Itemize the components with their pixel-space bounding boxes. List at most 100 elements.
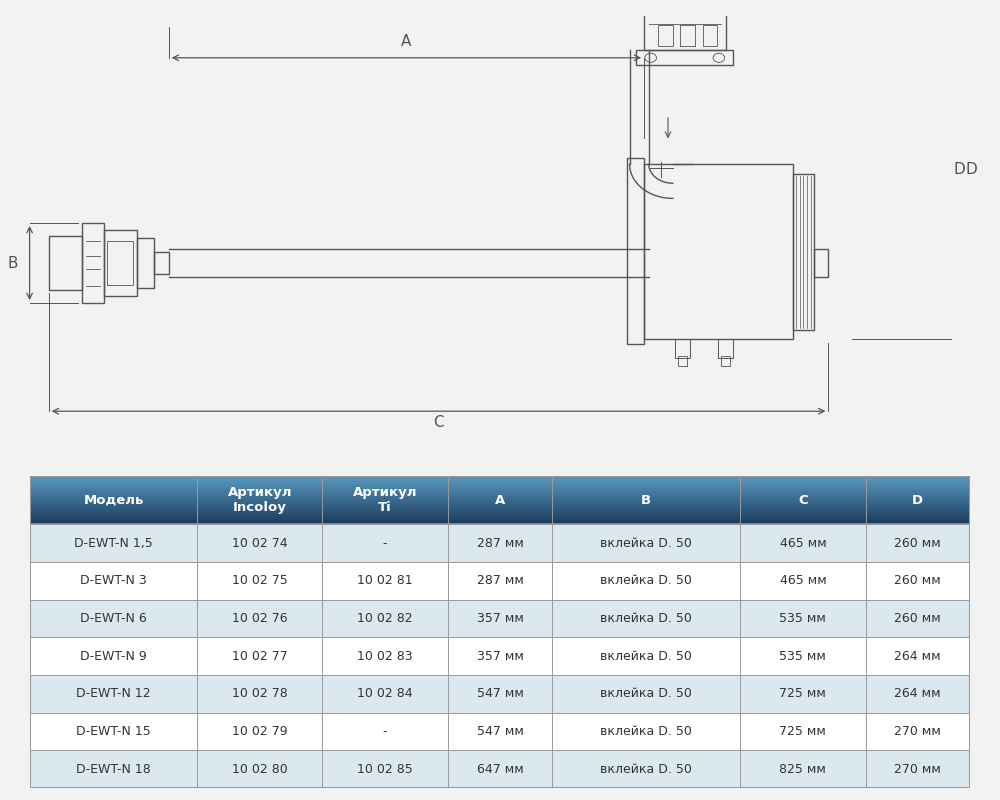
Text: 287 мм: 287 мм xyxy=(477,574,523,587)
Bar xyxy=(30,483,970,485)
Bar xyxy=(30,600,197,638)
Text: D: D xyxy=(912,494,923,506)
Bar xyxy=(30,507,970,509)
Text: A: A xyxy=(495,494,505,506)
Text: Артикул
Ti: Артикул Ti xyxy=(353,486,417,514)
Bar xyxy=(30,512,970,514)
Bar xyxy=(30,516,970,518)
Bar xyxy=(448,750,552,788)
Bar xyxy=(30,478,970,480)
Text: B: B xyxy=(8,255,18,270)
Bar xyxy=(197,675,322,713)
Bar xyxy=(30,488,970,490)
Bar xyxy=(30,505,970,507)
Bar xyxy=(30,518,970,521)
Bar xyxy=(322,524,448,562)
Bar xyxy=(793,174,814,330)
Text: 465 мм: 465 мм xyxy=(780,574,826,587)
Bar xyxy=(30,502,970,504)
Text: 264 мм: 264 мм xyxy=(894,650,941,662)
Text: 547 мм: 547 мм xyxy=(477,687,523,700)
Bar xyxy=(30,490,970,491)
Bar xyxy=(30,498,970,500)
Bar xyxy=(552,524,740,562)
Bar xyxy=(30,498,970,499)
Bar xyxy=(30,500,970,502)
Bar xyxy=(30,477,970,479)
Text: 535 мм: 535 мм xyxy=(779,650,826,662)
Bar xyxy=(322,713,448,750)
Bar xyxy=(680,25,695,46)
Bar xyxy=(552,600,740,638)
Bar xyxy=(740,562,866,600)
Bar xyxy=(30,511,970,513)
Bar xyxy=(448,638,552,675)
Bar xyxy=(322,638,448,675)
Bar xyxy=(448,600,552,638)
Bar xyxy=(678,357,687,366)
Text: D-EWT-N 3: D-EWT-N 3 xyxy=(80,574,147,587)
Bar xyxy=(30,504,970,506)
Bar xyxy=(154,251,169,274)
Text: 465 мм: 465 мм xyxy=(780,537,826,550)
Bar xyxy=(552,562,740,600)
Text: D: D xyxy=(954,162,966,178)
Bar xyxy=(740,638,866,675)
Bar xyxy=(866,524,970,562)
Text: вклейка D. 50: вклейка D. 50 xyxy=(600,725,692,738)
Bar xyxy=(552,675,740,713)
Text: вклейка D. 50: вклейка D. 50 xyxy=(600,650,692,662)
Bar xyxy=(740,524,866,562)
Bar xyxy=(30,482,970,484)
Bar xyxy=(30,496,970,498)
Bar xyxy=(740,675,866,713)
Bar xyxy=(104,230,137,297)
Bar xyxy=(197,562,322,600)
Text: 10 02 76: 10 02 76 xyxy=(232,612,288,625)
Text: 10 02 74: 10 02 74 xyxy=(232,537,288,550)
Bar xyxy=(322,675,448,713)
Text: 10 02 78: 10 02 78 xyxy=(232,687,288,700)
Bar xyxy=(30,519,970,522)
Text: вклейка D. 50: вклейка D. 50 xyxy=(600,612,692,625)
Bar xyxy=(107,241,133,285)
Bar xyxy=(30,476,970,478)
Text: D-EWT-N 18: D-EWT-N 18 xyxy=(76,762,151,776)
Bar xyxy=(197,600,322,638)
Bar xyxy=(703,25,717,46)
Bar xyxy=(137,238,154,288)
Bar xyxy=(552,750,740,788)
Bar xyxy=(30,562,197,600)
Bar xyxy=(30,675,197,713)
Bar xyxy=(322,562,448,600)
Bar xyxy=(740,750,866,788)
Bar xyxy=(30,514,970,517)
Bar xyxy=(197,524,322,562)
Bar xyxy=(30,522,970,523)
Bar xyxy=(30,750,197,788)
Text: 357 мм: 357 мм xyxy=(477,612,523,625)
Text: 270 мм: 270 мм xyxy=(894,762,941,776)
Text: 260 мм: 260 мм xyxy=(894,574,941,587)
Text: -: - xyxy=(383,725,387,738)
Text: 10 02 77: 10 02 77 xyxy=(232,650,288,662)
Text: вклейка D. 50: вклейка D. 50 xyxy=(600,537,692,550)
Text: B: B xyxy=(641,494,651,506)
Text: A: A xyxy=(401,34,412,49)
Bar xyxy=(448,675,552,713)
Bar xyxy=(866,713,970,750)
Text: 260 мм: 260 мм xyxy=(894,612,941,625)
Bar xyxy=(82,223,104,303)
Text: D-EWT-N 1,5: D-EWT-N 1,5 xyxy=(74,537,153,550)
Bar xyxy=(866,675,970,713)
Bar xyxy=(552,713,740,750)
Text: 10 02 80: 10 02 80 xyxy=(232,762,288,776)
Text: -: - xyxy=(383,537,387,550)
Text: 357 мм: 357 мм xyxy=(477,650,523,662)
Bar xyxy=(30,522,970,524)
Text: 10 02 83: 10 02 83 xyxy=(357,650,413,662)
Bar xyxy=(322,600,448,638)
Text: Модель: Модель xyxy=(83,494,144,506)
Text: 825 мм: 825 мм xyxy=(779,762,826,776)
Bar xyxy=(675,339,690,358)
